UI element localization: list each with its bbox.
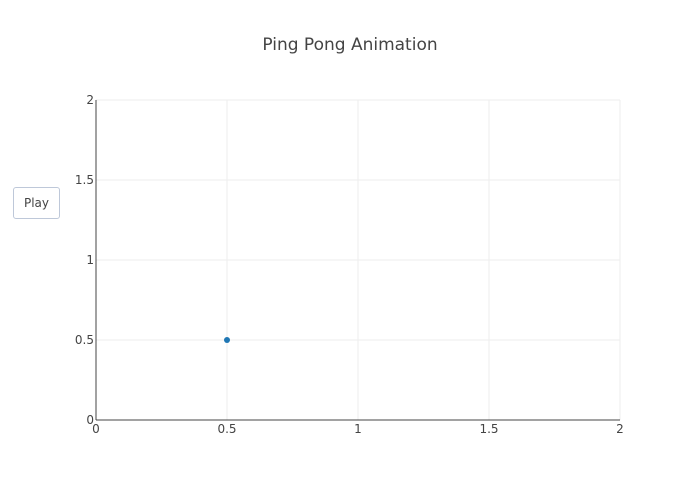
y-tick-label: 0.5 [75, 333, 94, 347]
x-tick-label: 1 [354, 422, 362, 436]
point [224, 337, 230, 343]
y-tick-label: 1.5 [75, 173, 94, 187]
play-button[interactable]: Play [13, 187, 60, 219]
x-tick-label: 2 [616, 422, 624, 436]
y-tick-label: 0 [86, 413, 94, 427]
x-tick-label: 0 [92, 422, 100, 436]
x-tick-label: 0.5 [217, 422, 236, 436]
y-tick-label: 1 [86, 253, 94, 267]
y-tick-label: 2 [86, 93, 94, 107]
chart-title: Ping Pong Animation [262, 35, 437, 55]
x-tick-label: 1.5 [479, 422, 498, 436]
